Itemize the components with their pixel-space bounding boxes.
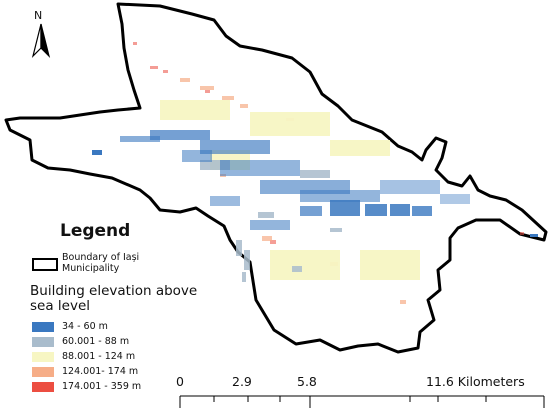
- buildings-yellow: [160, 100, 420, 280]
- buildings-grey: [200, 160, 342, 282]
- legend-swatches: [32, 322, 54, 392]
- scale-label-3: 11.6 Kilometers: [426, 374, 525, 389]
- legend-item-label: 60.001 - 88 m: [62, 336, 130, 347]
- legend-title: Legend: [60, 221, 131, 241]
- elevation-legend-title: Building elevation above sea level: [30, 283, 198, 314]
- legend-swatch-4: [32, 382, 54, 392]
- north-label: N: [34, 9, 43, 22]
- buildings-red: [133, 42, 524, 244]
- scale-label-2: 5.8: [297, 374, 317, 389]
- north-arrow-icon: [31, 23, 51, 58]
- legend-item-label: 174.001 - 359 m: [62, 381, 142, 392]
- legend-swatch-3: [32, 367, 54, 377]
- legend-item-label: 34 - 60 m: [62, 321, 108, 332]
- scale-label-0: 0: [176, 374, 184, 389]
- legend-item-label: 88.001 - 124 m: [62, 351, 136, 362]
- scale-bar: [179, 395, 545, 408]
- legend-swatch-2: [32, 352, 54, 362]
- boundary-swatch: [32, 258, 58, 271]
- legend-swatch-1: [32, 337, 54, 347]
- legend-swatch-0: [32, 322, 54, 332]
- boundary-label: Boundary of Iași Municipality: [62, 252, 140, 274]
- legend-item-label: 124.001- 174 m: [62, 366, 139, 377]
- buildings-blue: [92, 130, 538, 237]
- scale-label-1: 2.9: [232, 374, 252, 389]
